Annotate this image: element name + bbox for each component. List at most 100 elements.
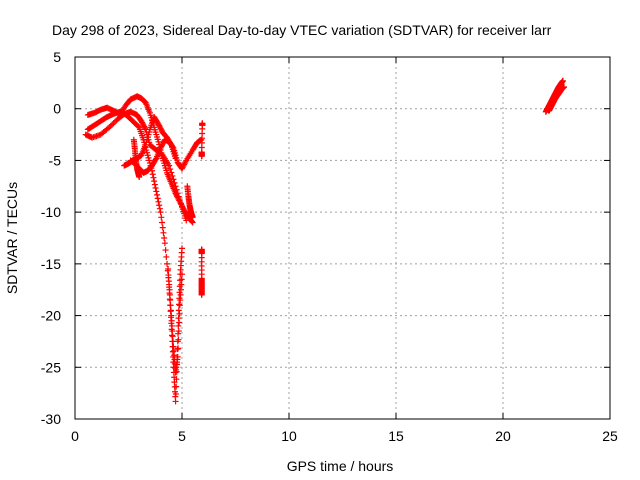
data-point (154, 191, 161, 198)
data-point (175, 322, 182, 329)
data-point (167, 302, 174, 309)
data-point (155, 198, 162, 205)
data-point (169, 338, 176, 345)
data-point (110, 120, 117, 127)
x-tick-labels: 0 5 10 15 20 25 (71, 428, 618, 444)
x-axis-title: GPS time / hours (287, 458, 394, 474)
data-point (165, 278, 172, 285)
y-tick-label: -10 (41, 204, 61, 220)
data-point (559, 77, 566, 84)
data-point (179, 245, 185, 252)
data-point (189, 214, 196, 221)
data-point (189, 219, 196, 226)
series-track-l (543, 83, 567, 114)
data-point (150, 174, 157, 181)
y-tick-labels: -30 -25 -20 -15 -10 -5 0 5 (41, 49, 61, 427)
data-point (176, 301, 183, 308)
data-point (169, 333, 176, 340)
data-point (111, 118, 118, 125)
data-point (175, 307, 182, 314)
data-point (182, 158, 189, 165)
data-point (165, 272, 172, 279)
x-tick-label: 0 (71, 428, 79, 444)
y-tick-label: 5 (53, 49, 61, 65)
x-tick-label: 25 (602, 428, 618, 444)
y-tick-label: -5 (49, 152, 62, 168)
data-point (174, 338, 181, 345)
y-tick-label: -25 (41, 359, 61, 375)
data-point (165, 266, 172, 273)
data-point (169, 343, 176, 350)
plot-frame (74, 56, 611, 420)
data-point (159, 219, 166, 226)
data-point (176, 295, 183, 302)
data-point (163, 253, 170, 260)
y-axis-title: SDTVAR / TECUs (4, 182, 20, 294)
data-point (175, 330, 182, 337)
data-point (167, 314, 174, 321)
data-point (168, 326, 175, 333)
data-point (177, 277, 184, 284)
data-point (173, 368, 180, 375)
data-point (176, 283, 183, 290)
data-point (153, 188, 160, 195)
data-point (173, 376, 180, 383)
data-point (169, 332, 176, 339)
y-tick-label: -20 (41, 308, 61, 324)
data-point (170, 364, 177, 371)
series-track-g (130, 136, 143, 180)
data-point (160, 229, 167, 236)
series-track-b (84, 93, 196, 226)
grid-lines (75, 57, 610, 419)
data-point (172, 391, 179, 398)
data-point (155, 138, 162, 145)
data-point (176, 289, 183, 296)
data-point (170, 359, 177, 366)
data-point (164, 260, 171, 267)
data-point (152, 185, 159, 192)
series-track-i (198, 120, 206, 160)
chart-title: Day 298 of 2023, Sidereal Day-to-day VTE… (52, 22, 552, 38)
data-point (174, 361, 181, 368)
series-track-e (121, 113, 179, 169)
data-point (149, 171, 156, 178)
data-point (167, 308, 174, 315)
data-point (169, 143, 176, 150)
data-point (560, 83, 567, 90)
data-point (176, 319, 183, 326)
data-point (158, 214, 165, 221)
data-point (136, 173, 143, 180)
data-point (174, 346, 181, 353)
y-tick-label: -30 (41, 411, 61, 427)
data-point (168, 320, 175, 327)
series-track-j (198, 246, 205, 298)
data-point (161, 240, 168, 247)
data-point (173, 383, 180, 390)
x-tick-label: 5 (178, 428, 186, 444)
data-point (162, 247, 169, 254)
series-track-h (184, 183, 196, 221)
data-point (166, 296, 173, 303)
data-point (151, 178, 158, 185)
data-point (175, 315, 182, 322)
x-tick-label: 10 (281, 428, 297, 444)
data-point (159, 224, 166, 231)
data-point (151, 181, 158, 188)
data-points (82, 77, 567, 405)
data-point (135, 123, 142, 130)
data-point (157, 209, 164, 216)
data-point (174, 353, 181, 360)
series-track-d (165, 245, 185, 405)
data-point (109, 121, 116, 128)
data-point (169, 348, 176, 355)
y-tick-label: -15 (41, 256, 61, 272)
data-point (172, 398, 179, 405)
axis-ticks (74, 56, 611, 420)
data-point (141, 125, 148, 132)
data-point (166, 284, 173, 291)
data-point (154, 195, 161, 202)
data-point (176, 302, 183, 309)
data-point (198, 153, 205, 160)
y-tick-label: 0 (53, 101, 61, 117)
